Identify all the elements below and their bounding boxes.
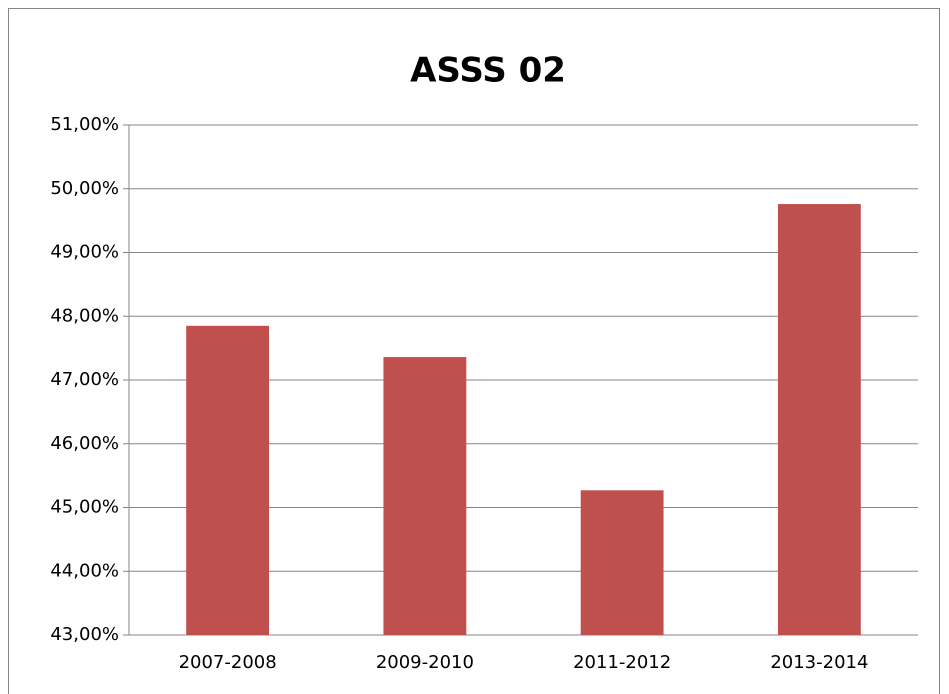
y-tick-label: 43,00% [50, 624, 119, 645]
y-tick-label: 51,00% [50, 114, 119, 135]
y-tick-label: 45,00% [50, 497, 119, 518]
x-tick-label: 2007-2008 [179, 652, 277, 673]
y-tick-label: 48,00% [50, 305, 119, 326]
x-tick-label: 2011-2012 [573, 652, 671, 673]
bar [186, 325, 270, 635]
y-tick-label: 47,00% [50, 369, 119, 390]
y-tick-label: 50,00% [50, 178, 119, 199]
y-tick-label: 44,00% [50, 560, 119, 581]
bar [777, 204, 861, 636]
bar [383, 357, 467, 635]
chart-title: ASSS 02 [410, 51, 566, 91]
x-tick-label: 2009-2010 [376, 652, 474, 673]
x-tick-label: 2013-2014 [770, 652, 868, 673]
y-tick-label: 46,00% [50, 433, 119, 454]
bar [580, 490, 664, 635]
y-tick-label: 49,00% [50, 242, 119, 263]
